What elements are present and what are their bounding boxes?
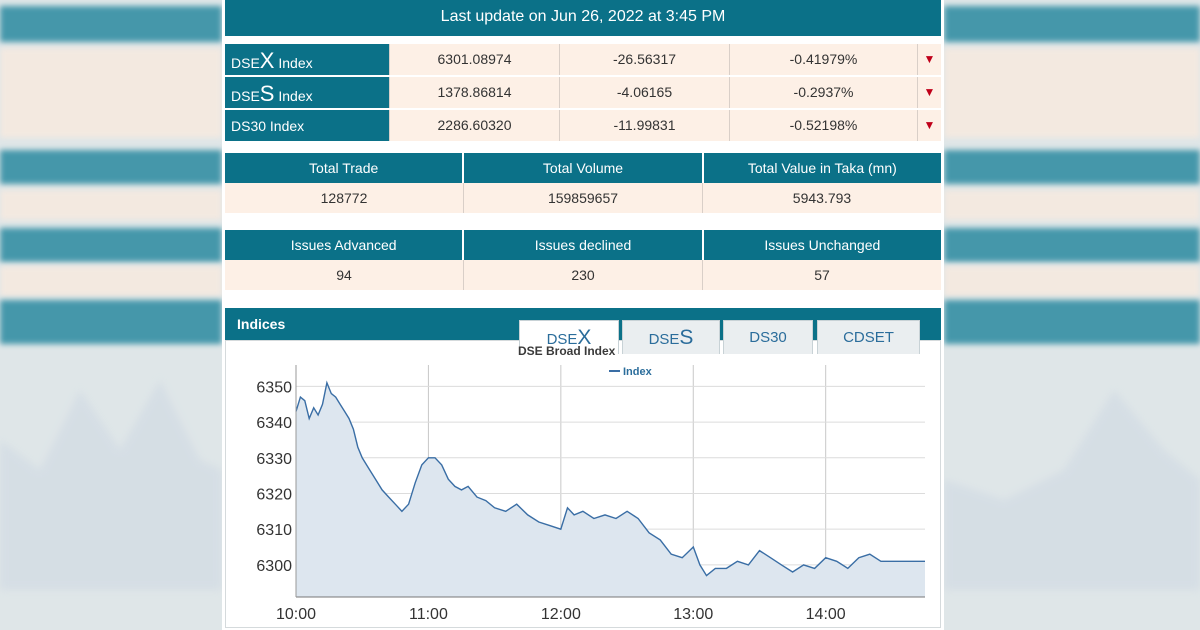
chart-title: DSE Broad Index xyxy=(518,344,616,358)
issues-declined-header: Issues declined xyxy=(464,230,704,260)
total-volume-header: Total Volume xyxy=(464,153,704,183)
index-percent: -0.41979% xyxy=(729,44,917,75)
index-name: DSE X Index xyxy=(225,44,389,75)
total-trade-header: Total Trade xyxy=(225,153,465,183)
y-tick-label: 6320 xyxy=(256,486,292,503)
index-name: DS30 Index xyxy=(225,110,389,141)
legend-label-index: Index xyxy=(623,366,653,378)
x-tick-label: 14:00 xyxy=(806,606,846,623)
index-name: DSE S Index xyxy=(225,77,389,108)
issues-declined-value: 230 xyxy=(464,260,703,290)
down-arrow-icon: ▼ xyxy=(917,77,941,108)
index-change: -4.06165 xyxy=(559,77,729,108)
index-value: 1378.86814 xyxy=(389,77,559,108)
total-volume-value: 159859657 xyxy=(464,183,703,213)
issue-stats-table: Issues Advanced Issues declined Issues U… xyxy=(225,230,941,290)
x-tick-label: 12:00 xyxy=(541,606,581,623)
index-chart: 6300 6310 6320 6330 6340 6350 10:00 11:00 12:00 1… xyxy=(256,365,925,623)
index-row-dses: DSE S Index 1378.86814 -4.06165 -0.2937% … xyxy=(225,77,941,108)
index-row-dsex: DSE X Index 6301.08974 -26.56317 -0.41979… xyxy=(225,44,941,75)
issues-advanced-header: Issues Advanced xyxy=(225,230,465,260)
series-line-index xyxy=(295,380,925,577)
y-tick-label: 6340 xyxy=(256,415,292,432)
total-value-header: Total Value in Taka (mn) xyxy=(703,153,941,183)
index-value: 6301.08974 xyxy=(389,44,559,75)
trade-stats-table: Total Trade Total Volume Total Value in … xyxy=(225,153,941,213)
down-arrow-icon: ▼ xyxy=(917,44,941,75)
index-row-ds30: DS30 Index 2286.60320 -11.99831 -0.52198… xyxy=(225,110,941,141)
x-tick-label: 10:00 xyxy=(276,606,316,623)
total-trade-value: 128772 xyxy=(225,183,464,213)
issues-unchanged-header: Issues Unchanged xyxy=(703,230,941,260)
blurred-background-right xyxy=(944,0,1200,630)
tab-dsex[interactable]: DSEX xyxy=(519,320,619,354)
tab-cdset[interactable]: CDSET xyxy=(817,320,920,354)
y-tick-label: 6300 xyxy=(256,558,292,575)
index-change: -26.56317 xyxy=(559,44,729,75)
series-area-index xyxy=(296,382,925,597)
tab-ds30[interactable]: DS30 xyxy=(723,320,813,354)
y-tick-label: 6330 xyxy=(256,451,292,468)
down-arrow-icon: ▼ xyxy=(917,110,941,141)
tab-dses[interactable]: DSES xyxy=(622,320,720,354)
blurred-background-left xyxy=(0,0,222,630)
index-change: -11.99831 xyxy=(559,110,729,141)
index-value: 2286.60320 xyxy=(389,110,559,141)
x-tick-label: 11:00 xyxy=(409,606,448,623)
issues-advanced-value: 94 xyxy=(225,260,464,290)
index-percent: -0.2937% xyxy=(729,77,917,108)
total-value-value: 5943.793 xyxy=(792,190,852,206)
y-tick-label: 6310 xyxy=(256,522,292,539)
last-update-banner: Last update on Jun 26, 2022 at 3:45 PM xyxy=(225,0,941,36)
issues-unchanged-value: 57 xyxy=(814,267,830,283)
y-tick-label: 6350 xyxy=(256,379,292,396)
index-percent: -0.52198% xyxy=(729,110,917,141)
x-tick-label: 13:00 xyxy=(673,606,713,623)
